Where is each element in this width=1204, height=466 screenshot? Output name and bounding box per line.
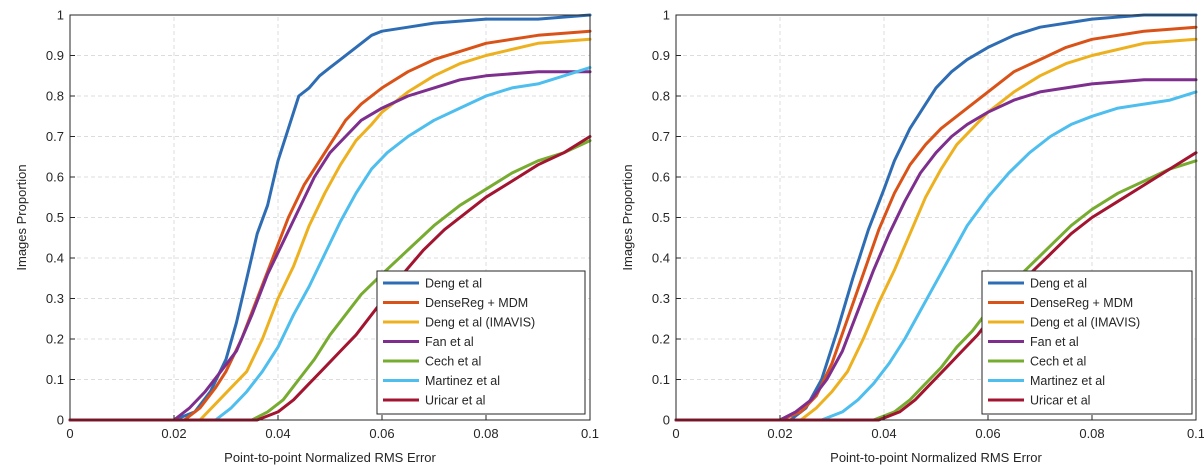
x-tick-label: 0.08: [1079, 426, 1104, 441]
y-tick-label: 0.6: [652, 170, 670, 185]
y-tick-label: 0.7: [652, 129, 670, 144]
y-tick-label: 0: [57, 413, 64, 428]
y-tick-label: 0.5: [46, 210, 64, 225]
series-line-densereg-mdm: [68, 29, 592, 422]
legend-entry-label: Fan et al: [425, 335, 474, 349]
x-axis-label: Point-to-point Normalized RMS Error: [830, 450, 1042, 465]
series-line-deng-et-al-imavis: [674, 37, 1198, 422]
x-tick-label: 0.06: [369, 426, 394, 441]
chart-panel-2: 0 0.02 0.04 0.06 0.08 0.1 0 0.1 0.2 0.3 0.4 0.5 0.6 0…: [620, 8, 1204, 466]
legend-entry-label: Deng et al: [425, 277, 482, 291]
x-tick-label: 0.1: [1187, 426, 1204, 441]
series-line-fan-et-al: [68, 70, 592, 422]
y-tick-label: 0.4: [652, 251, 670, 266]
legend-entry-label: Uricar et al: [425, 394, 485, 408]
series-line-martinez-et-al: [68, 66, 592, 422]
x-axis-label: Point-to-point Normalized RMS Error: [224, 450, 436, 465]
y-tick-label: 0.8: [46, 89, 64, 104]
x-tick-label: 0.1: [581, 426, 599, 441]
y-tick-label: 0.3: [652, 291, 670, 306]
x-tick-label: 0.04: [265, 426, 290, 441]
y-tick-label: 0.9: [652, 48, 670, 63]
x-tick-label: 0.02: [161, 426, 186, 441]
y-tick-label: 0.2: [46, 332, 64, 347]
series-line-martinez-et-al: [674, 90, 1198, 422]
legend: Deng et al DenseReg + MDM Deng et al (IMAV…: [376, 270, 586, 415]
chart-panel-1: 0 0.02 0.04 0.06 0.08 0.1 0 0.1 0.2 0.3 0.4 0.5 0.6 0…: [14, 8, 599, 466]
y-tick-label: 0.6: [46, 170, 64, 185]
legend-entry-label: Deng et al (IMAVIS): [1030, 316, 1140, 330]
legend-entry-label: Martinez et al: [425, 374, 500, 388]
legend-entry-label: Uricar et al: [1030, 394, 1090, 408]
series-line-fan-et-al: [674, 78, 1198, 422]
y-tick-label: 0: [663, 413, 670, 428]
legend-entry-label: Fan et al: [1030, 335, 1079, 349]
y-tick-label: 0.9: [46, 48, 64, 63]
x-tick-label: 0.06: [975, 426, 1000, 441]
series-line-cech-et-al: [68, 139, 592, 422]
legend-entry-label: Deng et al: [1030, 277, 1087, 291]
series-line-deng-et-al-imavis: [68, 37, 592, 422]
legend-entry-label: Deng et al (IMAVIS): [425, 316, 535, 330]
legend-entry-label: Martinez et al: [1030, 374, 1105, 388]
y-tick-label: 1: [57, 8, 64, 23]
series-line-deng-et-al: [674, 13, 1198, 422]
series-line-deng-et-al: [68, 13, 592, 422]
y-axis-label: Images Proportion: [620, 164, 635, 270]
y-tick-label: 0.1: [652, 372, 670, 387]
x-tick-label: 0.02: [767, 426, 792, 441]
y-tick-label: 0.4: [46, 251, 64, 266]
legend-entry-label: DenseReg + MDM: [425, 296, 528, 310]
x-tick-label: 0: [66, 426, 73, 441]
y-tick-label: 0.3: [46, 291, 64, 306]
x-tick-label: 0: [672, 426, 679, 441]
legend-entry-label: Cech et al: [1030, 355, 1086, 369]
legend: Deng et al DenseReg + MDM Deng et al (IMAV…: [981, 270, 1193, 415]
x-tick-label: 0.04: [871, 426, 896, 441]
y-tick-label: 0.2: [652, 332, 670, 347]
x-tick-label: 0.08: [473, 426, 498, 441]
legend-entry-label: Cech et al: [425, 355, 481, 369]
y-tick-label: 0.8: [652, 89, 670, 104]
y-tick-label: 1: [663, 8, 670, 23]
y-axis-label: Images Proportion: [14, 164, 29, 270]
legend-entry-label: DenseReg + MDM: [1030, 296, 1133, 310]
y-tick-label: 0.1: [46, 372, 64, 387]
y-tick-label: 0.7: [46, 129, 64, 144]
y-tick-label: 0.5: [652, 210, 670, 225]
